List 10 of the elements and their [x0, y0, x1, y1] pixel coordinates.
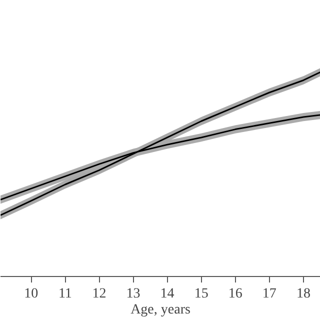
x-tick-label: 12 — [92, 286, 106, 302]
x-tick-label: 10 — [24, 286, 38, 302]
x-tick-label: 11 — [58, 286, 72, 302]
x-tick-label: 16 — [228, 286, 242, 302]
x-tick-label: 15 — [194, 286, 208, 302]
x-axis-title: Age, years — [130, 302, 190, 318]
x-tick-label: 14 — [160, 286, 174, 302]
x-tick-label: 17 — [262, 286, 276, 302]
x-tick-label: 18 — [296, 286, 310, 302]
x-tick-label: 13 — [126, 286, 140, 302]
